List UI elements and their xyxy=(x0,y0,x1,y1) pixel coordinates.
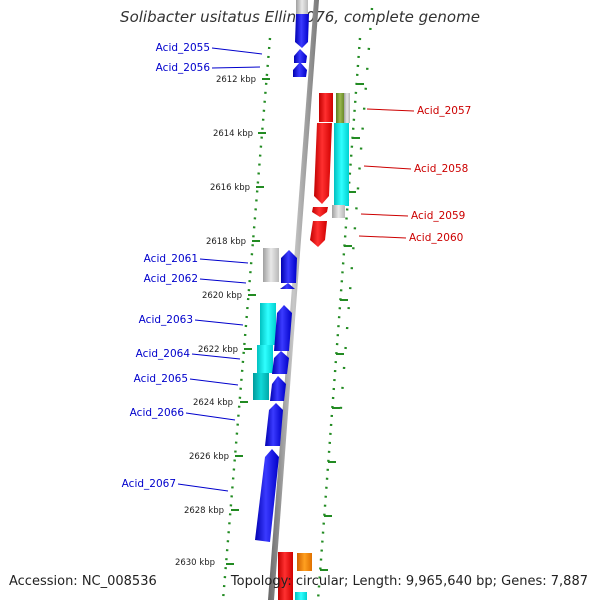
gene-feature[interactable] xyxy=(312,207,328,217)
kbp-label: 2626 kbp xyxy=(189,452,229,462)
gene-feature[interactable] xyxy=(255,449,279,542)
label-leader xyxy=(191,353,241,360)
gene-feature[interactable] xyxy=(295,592,307,600)
kbp-label: 2628 kbp xyxy=(184,506,224,516)
gene-feature[interactable] xyxy=(263,248,279,282)
gene-feature[interactable] xyxy=(253,373,269,400)
gene-feature[interactable] xyxy=(334,123,349,206)
gene-feature[interactable] xyxy=(265,403,283,446)
gene-label[interactable]: Acid_2065 xyxy=(134,373,188,385)
gene-feature[interactable] xyxy=(319,93,333,122)
gene-feature[interactable] xyxy=(297,553,312,571)
gene-label[interactable]: Acid_2058 xyxy=(414,163,468,175)
gene-label[interactable]: Acid_2067 xyxy=(122,478,176,490)
gene-feature[interactable] xyxy=(294,49,307,63)
label-leader xyxy=(366,108,415,112)
gene-feature[interactable] xyxy=(270,376,286,401)
gene-feature[interactable] xyxy=(314,123,332,204)
kbp-label: 2614 kbp xyxy=(213,129,253,139)
gene-label[interactable]: Acid_2066 xyxy=(130,407,185,419)
gene-label[interactable]: Acid_2055 xyxy=(156,42,210,54)
gene-feature[interactable] xyxy=(280,283,295,289)
gene-feature[interactable] xyxy=(293,62,307,77)
kbp-scale: 2612 kbp 2614 kbp 2616 kbp 2618 kbp 2620… xyxy=(175,75,270,568)
gene-label[interactable]: Acid_2064 xyxy=(136,348,191,360)
gene-features-left-strand xyxy=(253,0,309,542)
gene-feature[interactable] xyxy=(310,221,327,247)
gene-feature[interactable] xyxy=(278,552,293,600)
genome-axis xyxy=(268,0,319,600)
kbp-label: 2622 kbp xyxy=(198,345,238,355)
gene-features-right-strand xyxy=(278,93,350,600)
gene-feature[interactable] xyxy=(332,205,345,218)
right-scale-ticks xyxy=(320,83,364,571)
gene-feature[interactable] xyxy=(296,0,308,14)
gene-feature[interactable] xyxy=(257,345,273,373)
label-leader xyxy=(185,412,236,421)
kbp-label: 2618 kbp xyxy=(206,237,246,247)
gene-feature[interactable] xyxy=(336,93,344,123)
kbp-label: 2630 kbp xyxy=(175,558,215,568)
label-leader xyxy=(358,235,407,239)
gene-label[interactable]: Acid_2060 xyxy=(409,232,463,244)
right-gene-labels: Acid_2057 Acid_2058 Acid_2059 Acid_2060 xyxy=(358,105,471,244)
topology-text: Topology: circular; Length: 9,965,640 bp… xyxy=(230,574,588,589)
label-leader xyxy=(189,378,239,386)
gene-feature[interactable] xyxy=(272,351,289,374)
scale-track-right xyxy=(316,37,362,600)
label-leader xyxy=(199,278,247,284)
gene-feature[interactable] xyxy=(344,93,350,123)
gene-label[interactable]: Acid_2061 xyxy=(144,253,198,265)
gene-label[interactable]: Acid_2063 xyxy=(139,314,193,326)
gene-label[interactable]: Acid_2062 xyxy=(144,273,198,285)
label-leader xyxy=(177,483,229,492)
gene-feature[interactable] xyxy=(260,303,276,345)
gene-label[interactable]: Acid_2056 xyxy=(156,62,211,74)
label-leader xyxy=(211,66,261,69)
accession-text: Accession: NC_008536 xyxy=(9,574,157,589)
kbp-label: 2612 kbp xyxy=(216,75,256,85)
gene-feature[interactable] xyxy=(295,14,309,48)
label-leader xyxy=(199,258,249,264)
label-leader xyxy=(194,319,244,326)
label-leader xyxy=(363,165,412,170)
gene-feature[interactable] xyxy=(274,305,292,351)
kbp-label: 2624 kbp xyxy=(193,398,233,408)
kbp-label: 2620 kbp xyxy=(202,291,242,301)
kbp-label: 2616 kbp xyxy=(210,183,250,193)
left-gene-labels: Acid_2055 Acid_2056 Acid_2061 Acid_2062 … xyxy=(122,42,263,492)
gene-label[interactable]: Acid_2059 xyxy=(411,210,465,222)
scale-track-left xyxy=(221,37,272,600)
label-leader xyxy=(360,213,409,217)
gene-label[interactable]: Acid_2057 xyxy=(417,105,471,117)
label-leader xyxy=(211,47,263,55)
gene-feature[interactable] xyxy=(281,250,297,283)
